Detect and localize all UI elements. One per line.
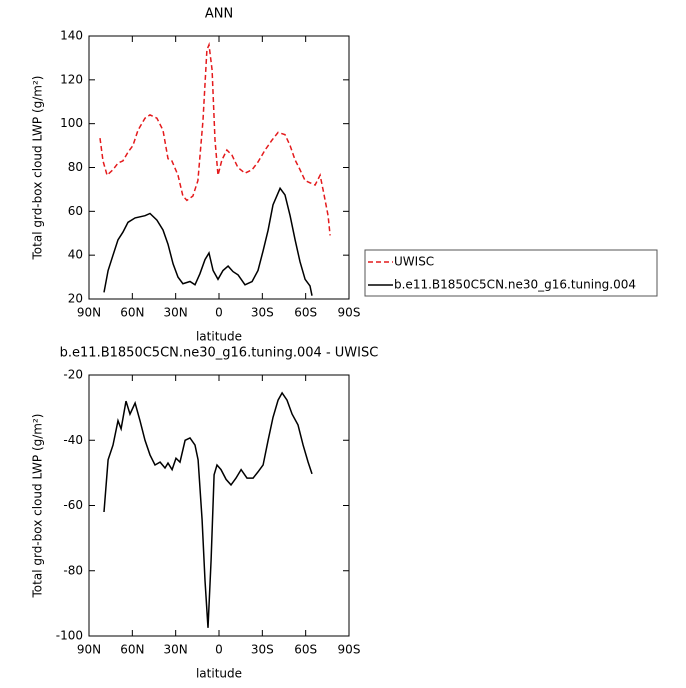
plot-frame	[88, 35, 350, 300]
y-tick-label: -60	[63, 498, 83, 512]
x-tick-label: 90N	[77, 643, 101, 657]
x-axis-label: latitude	[196, 667, 242, 681]
data-line	[99, 41, 331, 236]
chart-title: ANN	[205, 7, 233, 22]
x-tick-label: 60S	[294, 306, 317, 320]
y-tick-label: 120	[60, 72, 83, 86]
legend-label: b.e11.B1850C5CN.ne30_g16.tuning.004	[394, 278, 636, 292]
x-tick-label: 60N	[120, 306, 144, 320]
data-line	[103, 391, 313, 628]
legend-label: UWISC	[394, 255, 434, 269]
y-tick-label: 40	[68, 248, 83, 262]
x-axis-label: latitude	[196, 330, 242, 344]
y-tick-label: 140	[60, 29, 83, 43]
y-tick-label: 80	[68, 160, 83, 174]
chart-title: b.e11.B1850C5CN.ne30_g16.tuning.004 - UW…	[60, 346, 379, 361]
x-tick-label: 30N	[164, 306, 188, 320]
x-tick-label: 30S	[251, 306, 274, 320]
y-tick-label: 60	[68, 204, 83, 218]
x-tick-label: 90S	[338, 306, 361, 320]
x-tick-label: 60N	[120, 643, 144, 657]
x-tick-label: 30N	[164, 643, 188, 657]
x-tick-label: 90S	[338, 643, 361, 657]
x-tick-label: 0	[215, 643, 223, 657]
x-tick-label: 90N	[77, 306, 101, 320]
x-tick-label: 60S	[294, 643, 317, 657]
x-tick-label: 0	[215, 306, 223, 320]
x-tick-label: 30S	[251, 643, 274, 657]
y-tick-label: -20	[63, 368, 83, 382]
y-tick-label: 20	[68, 292, 83, 306]
y-axis-label: Total grd-box cloud LWP (g/m²)	[31, 414, 45, 599]
plot-frame	[88, 374, 350, 637]
y-tick-label: -80	[63, 563, 83, 577]
legend-box	[364, 249, 658, 297]
data-line	[103, 186, 313, 296]
y-axis-label: Total grd-box cloud LWP (g/m²)	[31, 76, 45, 261]
y-tick-label: 100	[60, 116, 83, 130]
y-tick-label: -100	[56, 629, 83, 643]
legend: UWISC b.e11.B1850C5CN.ne30_g16.tuning.004	[364, 249, 658, 297]
y-tick-label: -40	[63, 433, 83, 447]
